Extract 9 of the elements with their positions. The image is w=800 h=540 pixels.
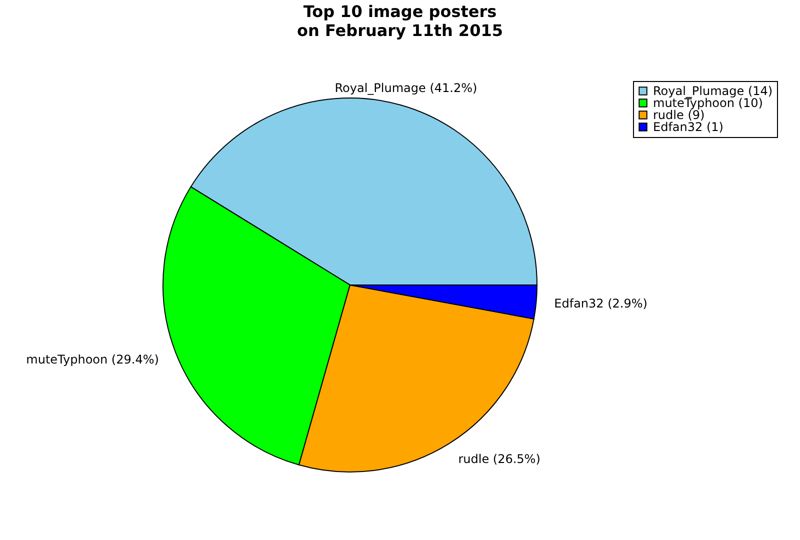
- legend-label: Royal_Plumage (14): [653, 84, 773, 98]
- legend-label: muteTyphoon (10): [653, 96, 763, 110]
- legend-label: Edfan32 (1): [653, 120, 724, 134]
- data-label: Edfan32 (2.9%): [554, 296, 648, 311]
- data-label: rudle (26.5%): [458, 452, 540, 466]
- chart-title: Top 10 image posters on February 11th 2015: [297, 2, 503, 40]
- legend-label: rudle (9): [653, 108, 705, 122]
- data-label: muteTyphoon (29.4%): [26, 352, 159, 366]
- data-label: Royal_Plumage (41.2%): [334, 80, 478, 95]
